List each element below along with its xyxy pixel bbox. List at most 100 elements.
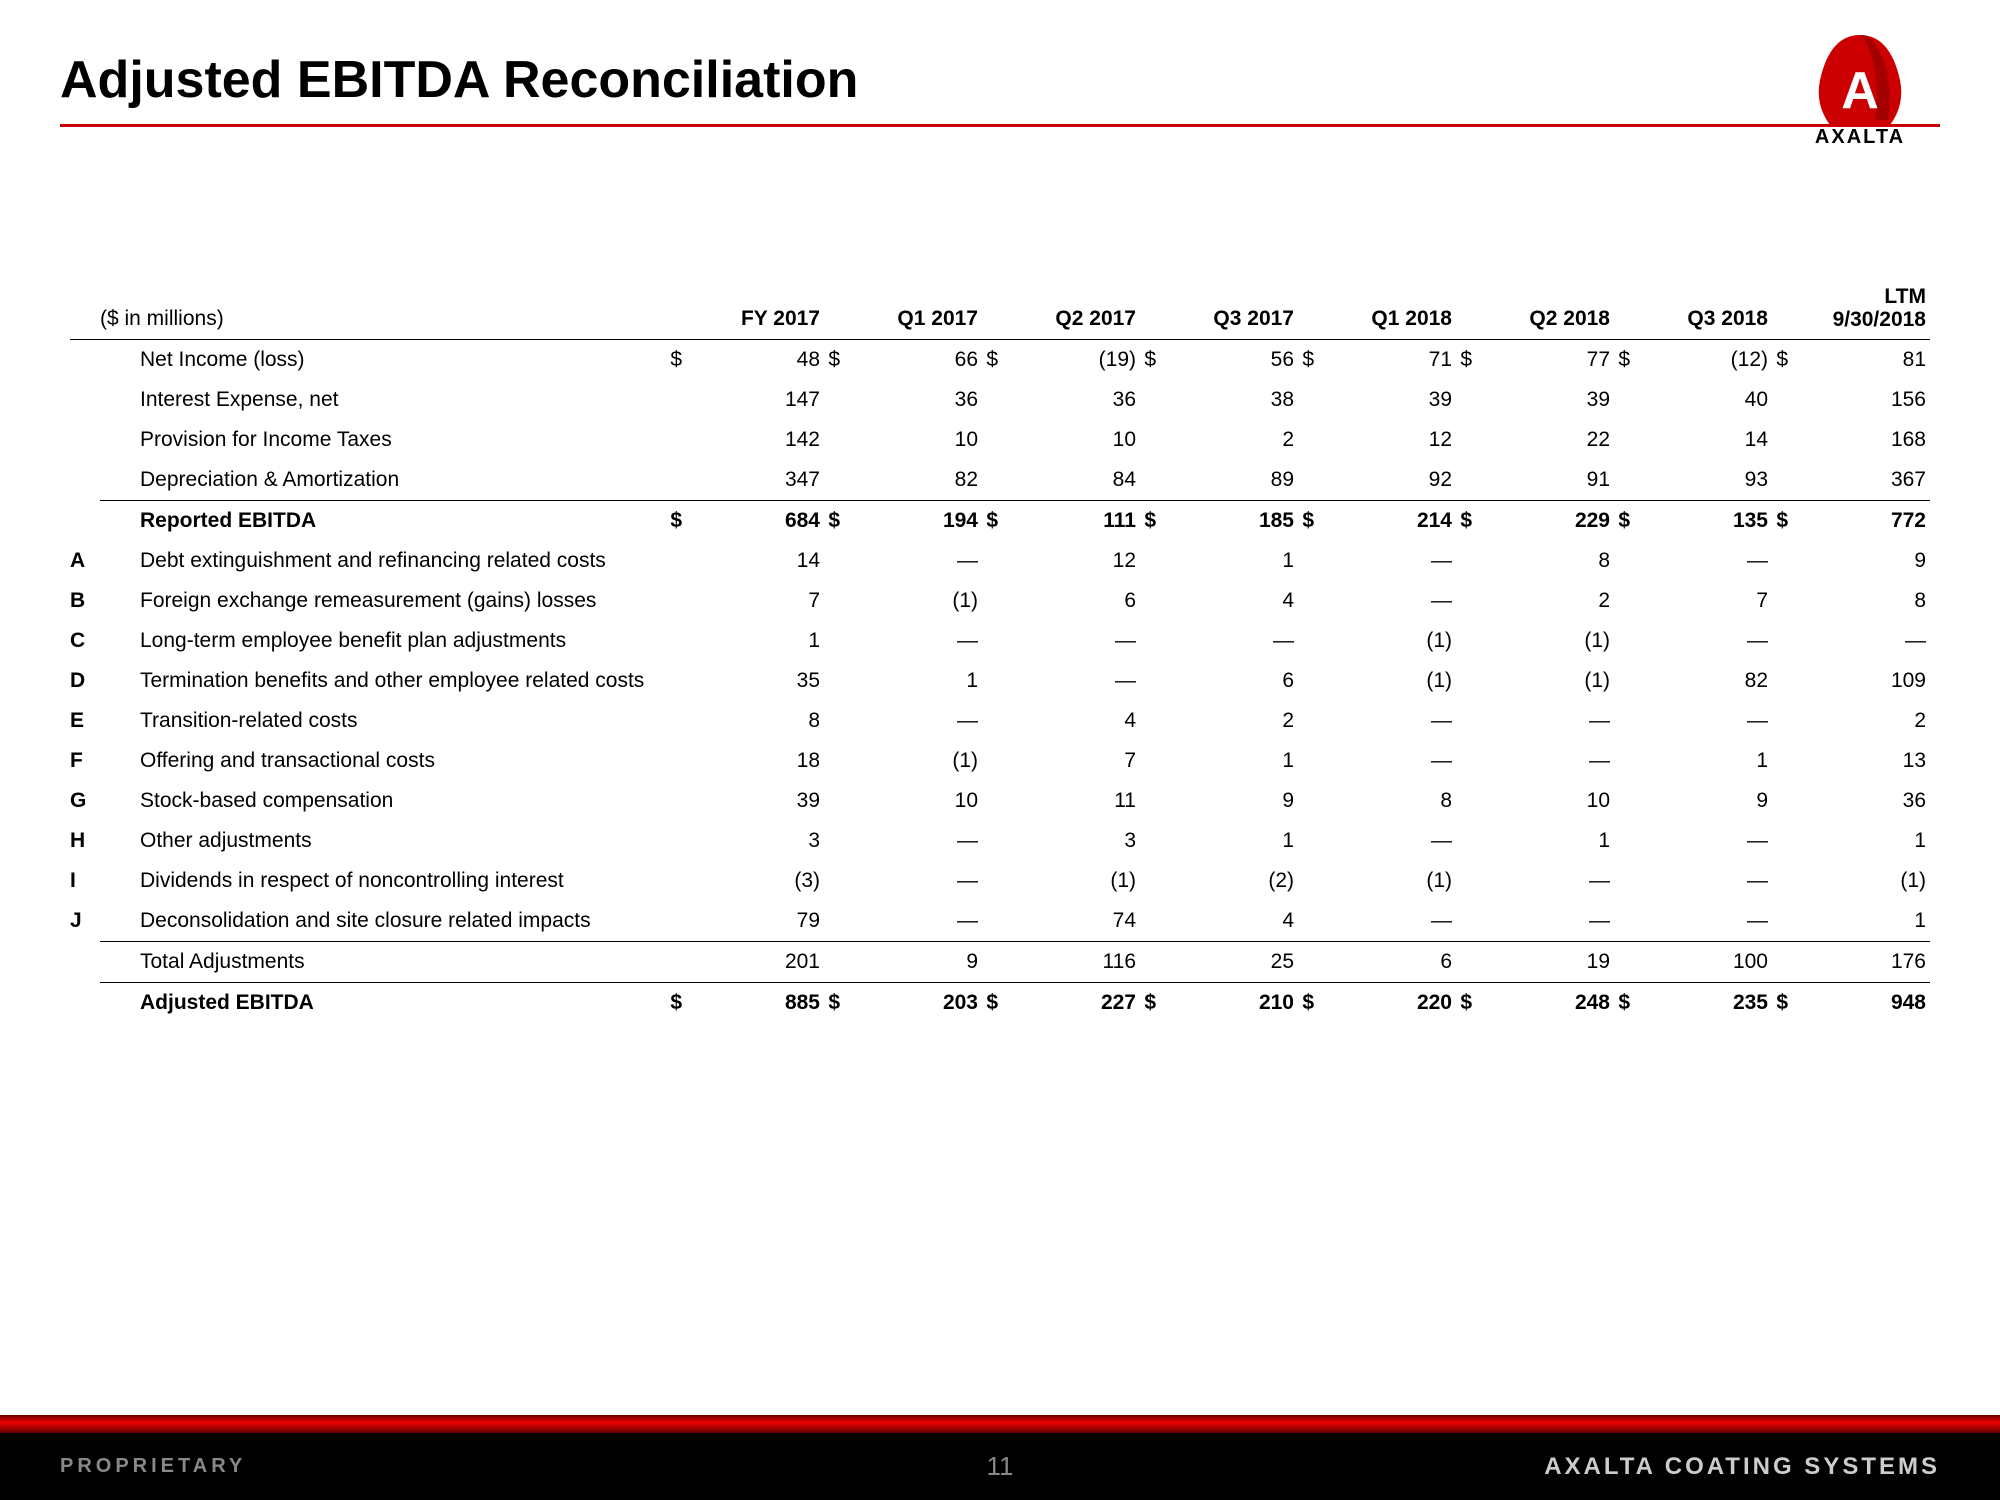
- column-header: Q1 2018: [1316, 277, 1456, 340]
- currency-symbol: [1298, 380, 1316, 420]
- row-label: Deconsolidation and site closure related…: [100, 901, 666, 942]
- cell-value: 9: [1632, 781, 1772, 821]
- currency-symbol: [982, 380, 1000, 420]
- cell-value: 100: [1632, 942, 1772, 983]
- cell-value: 8: [684, 701, 824, 741]
- currency-symbol: [1298, 581, 1316, 621]
- cell-value: 39: [684, 781, 824, 821]
- table-row: FOffering and transactional costs18(1)71…: [70, 741, 1930, 781]
- currency-symbol: [982, 942, 1000, 983]
- cell-value: 156: [1790, 380, 1930, 420]
- currency-symbol: [1140, 420, 1158, 460]
- currency-symbol: [1298, 821, 1316, 861]
- cell-value: 74: [1000, 901, 1140, 942]
- currency-symbol: [666, 460, 684, 501]
- cell-value: 12: [1000, 541, 1140, 581]
- page-title: Adjusted EBITDA Reconciliation: [60, 50, 858, 120]
- currency-symbol: [1298, 942, 1316, 983]
- cell-value: —: [1474, 901, 1614, 942]
- row-prefix: [70, 340, 100, 381]
- currency-symbol: [1140, 821, 1158, 861]
- currency-symbol: [1298, 701, 1316, 741]
- currency-symbol: [1772, 621, 1790, 661]
- cell-value: (3): [684, 861, 824, 901]
- cell-value: —: [1474, 741, 1614, 781]
- cell-value: (1): [1316, 621, 1456, 661]
- cell-value: 2: [1158, 701, 1298, 741]
- currency-symbol: [666, 781, 684, 821]
- cell-value: 14: [1632, 420, 1772, 460]
- cell-value: 1: [1790, 901, 1930, 942]
- currency-symbol: [666, 581, 684, 621]
- cell-value: 2: [1790, 701, 1930, 741]
- currency-symbol: [1140, 942, 1158, 983]
- currency-symbol: $: [1772, 340, 1790, 381]
- cell-value: (1): [1316, 861, 1456, 901]
- cell-value: 194: [842, 501, 982, 542]
- cell-value: (1): [842, 581, 982, 621]
- cell-value: 1: [1158, 821, 1298, 861]
- cell-value: 1: [1632, 741, 1772, 781]
- cell-value: (1): [1000, 861, 1140, 901]
- cell-value: 82: [842, 460, 982, 501]
- currency-symbol: [1772, 581, 1790, 621]
- cell-value: —: [1316, 701, 1456, 741]
- currency-symbol: [1772, 781, 1790, 821]
- column-header: Q2 2017: [1000, 277, 1140, 340]
- currency-symbol: [1614, 781, 1632, 821]
- cell-value: —: [1316, 581, 1456, 621]
- currency-symbol: $: [1298, 340, 1316, 381]
- currency-symbol: [1614, 581, 1632, 621]
- cell-value: 18: [684, 741, 824, 781]
- currency-symbol: [666, 420, 684, 460]
- row-prefix: D: [70, 661, 100, 701]
- row-prefix: F: [70, 741, 100, 781]
- row-prefix: J: [70, 901, 100, 942]
- currency-symbol: [824, 541, 842, 581]
- row-label: Reported EBITDA: [100, 501, 666, 542]
- cell-value: 203: [842, 983, 982, 1024]
- cell-value: (1): [1474, 661, 1614, 701]
- currency-symbol: [1456, 942, 1474, 983]
- cell-value: 40: [1632, 380, 1772, 420]
- cell-value: 7: [684, 581, 824, 621]
- table-row: ETransition-related costs8—42———2: [70, 701, 1930, 741]
- cell-value: 91: [1474, 460, 1614, 501]
- currency-symbol: [1298, 621, 1316, 661]
- column-header: Q1 2017: [842, 277, 982, 340]
- cell-value: 4: [1000, 701, 1140, 741]
- currency-symbol: [1140, 781, 1158, 821]
- currency-symbol: [1614, 741, 1632, 781]
- row-label: Long-term employee benefit plan adjustme…: [100, 621, 666, 661]
- currency-symbol: [666, 701, 684, 741]
- row-label: Transition-related costs: [100, 701, 666, 741]
- currency-symbol: [1298, 541, 1316, 581]
- column-header: Q3 2017: [1158, 277, 1298, 340]
- cell-value: 3: [1000, 821, 1140, 861]
- cell-value: 82: [1632, 661, 1772, 701]
- row-label: Stock-based compensation: [100, 781, 666, 821]
- cell-value: 81: [1790, 340, 1930, 381]
- cell-value: —: [1474, 701, 1614, 741]
- cell-value: 109: [1790, 661, 1930, 701]
- cell-value: 235: [1632, 983, 1772, 1024]
- cell-value: —: [1632, 541, 1772, 581]
- currency-symbol: [1456, 661, 1474, 701]
- cell-value: 1: [1790, 821, 1930, 861]
- row-prefix: [70, 420, 100, 460]
- cell-value: 48: [684, 340, 824, 381]
- cell-value: 3: [684, 821, 824, 861]
- currency-symbol: [1298, 460, 1316, 501]
- row-prefix: A: [70, 541, 100, 581]
- currency-symbol: [982, 621, 1000, 661]
- cell-value: (2): [1158, 861, 1298, 901]
- currency-symbol: [982, 741, 1000, 781]
- currency-symbol: [1140, 701, 1158, 741]
- currency-symbol: [1140, 541, 1158, 581]
- currency-symbol: [666, 741, 684, 781]
- cell-value: 147: [684, 380, 824, 420]
- currency-symbol: [1456, 460, 1474, 501]
- currency-symbol: [1772, 541, 1790, 581]
- row-prefix: G: [70, 781, 100, 821]
- currency-symbol: $: [824, 340, 842, 381]
